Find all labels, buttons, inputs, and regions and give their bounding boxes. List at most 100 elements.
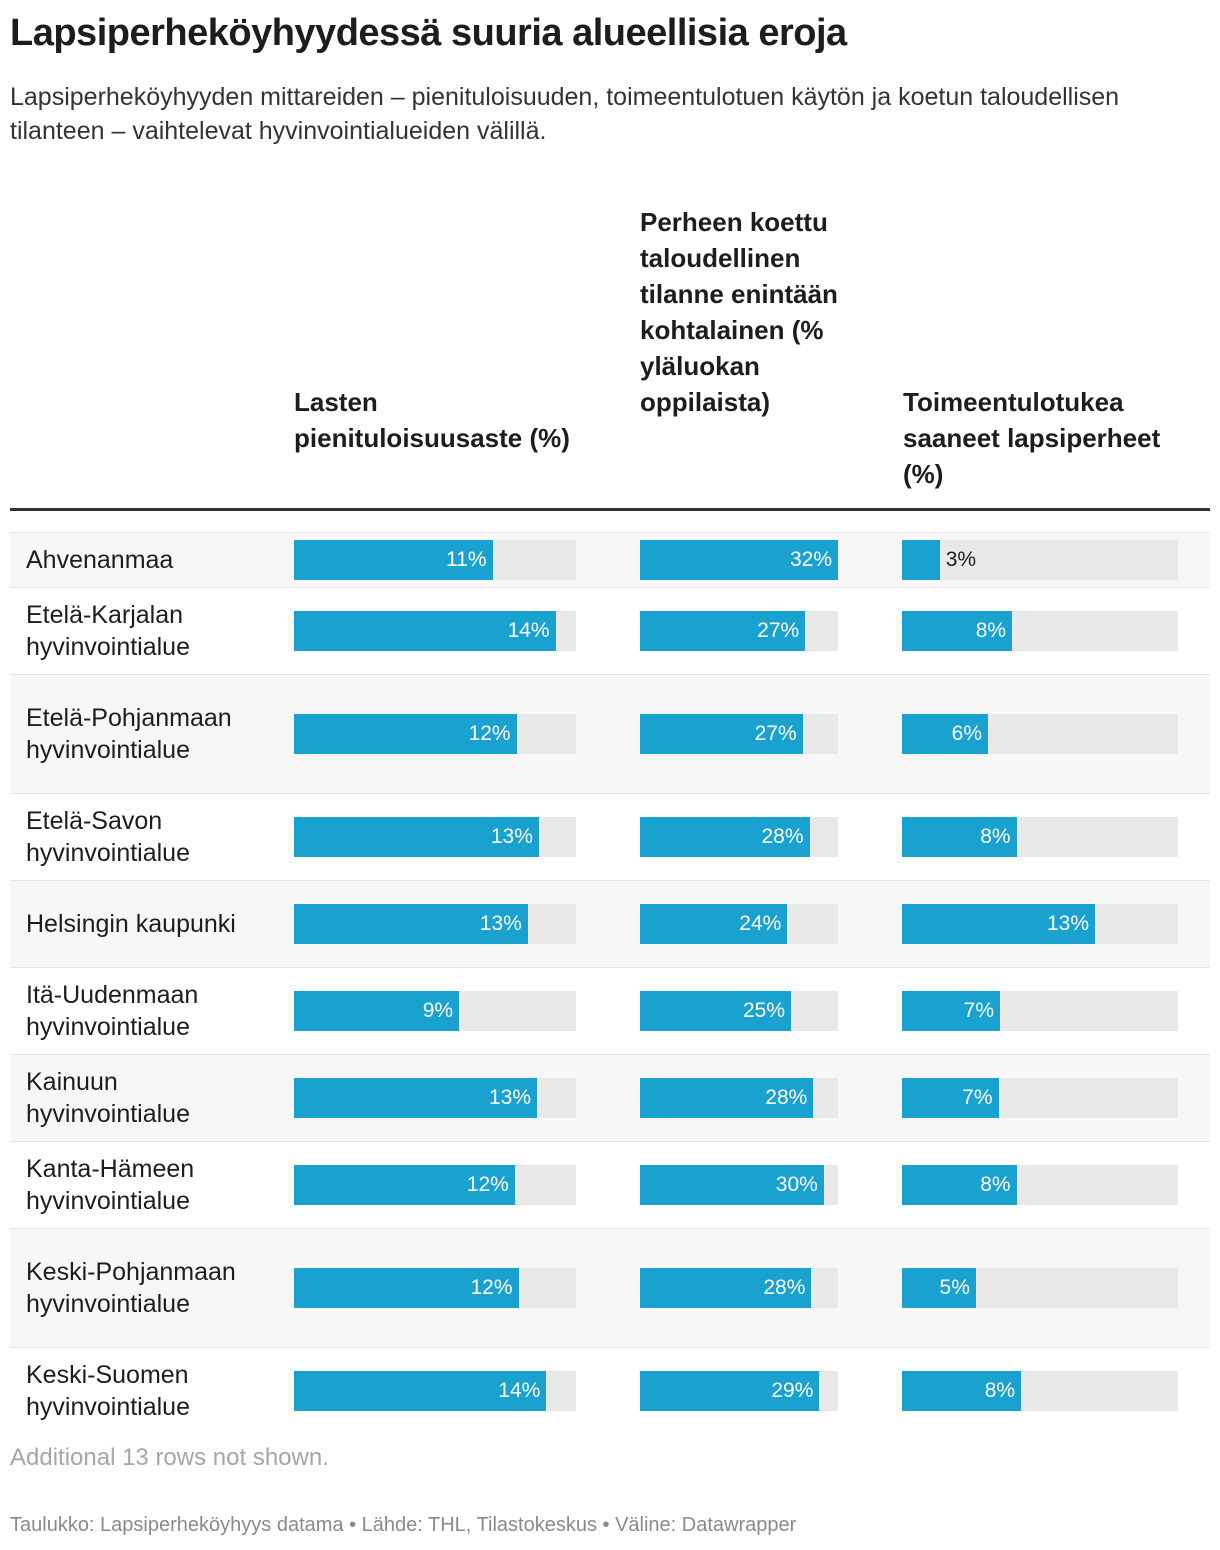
table-row[interactable]: Kainuun hyvinvointialue 13% 28% 7%	[10, 1054, 1210, 1141]
table-row[interactable]: Etelä-Savon hyvinvointialue 13% 28% 8%	[10, 793, 1210, 880]
header-divider	[10, 508, 1210, 511]
chart-subtitle: Lapsiperheköyhyyden mittareiden – pienit…	[10, 83, 1120, 145]
value-label-low-income: 13%	[490, 825, 533, 848]
value-label-income-support: 7%	[962, 1086, 993, 1109]
bar-perceived-finances	[640, 611, 806, 651]
bar-track-income-support: 7%	[902, 991, 1178, 1031]
value-label-income-support: 8%	[980, 1173, 1011, 1196]
table-row[interactable]: Keski-Pohjanmaan hyvinvointialue 12% 28% 5%	[10, 1228, 1210, 1347]
bar-track-low-income: 9%	[294, 991, 576, 1031]
bar-track-perceived-finances: 28%	[640, 1268, 838, 1308]
table-row[interactable]: Itä-Uudenmaan hyvinvointialue 9% 25% 7%	[10, 967, 1210, 1054]
bar-track-income-support: 8%	[902, 1165, 1178, 1205]
value-label-perceived-finances: 25%	[742, 999, 785, 1022]
table-row[interactable]: Etelä-Karjalan hyvinvointialue 14% 27% 8%	[10, 587, 1210, 674]
bar-track-income-support: 8%	[902, 1371, 1178, 1411]
value-label-perceived-finances: 27%	[754, 722, 797, 745]
bar-perceived-finances	[640, 904, 788, 944]
bar-track-low-income: 13%	[294, 1078, 576, 1118]
bar-perceived-finances	[640, 1371, 820, 1411]
value-label-perceived-finances: 29%	[771, 1379, 814, 1402]
column-header-income-support[interactable]: Toimeentulotukea saaneet lapsiperheet (%…	[903, 387, 1161, 489]
bar-track-low-income: 13%	[294, 817, 576, 857]
bar-perceived-finances	[640, 540, 838, 580]
chart-title: Lapsiperheköyhyydessä suuria alueellisia…	[10, 12, 847, 54]
column-header-perceived-finances[interactable]: Perheen koettu taloudellinen tilanne eni…	[640, 207, 838, 417]
bar-track-low-income: 12%	[294, 1268, 576, 1308]
row-label: Helsingin kaupunki	[26, 910, 236, 938]
bar-track-income-support: 5%	[902, 1268, 1178, 1308]
bar-income-support	[902, 540, 940, 580]
bar-track-perceived-finances: 27%	[640, 611, 838, 651]
chart-source: Taulukko: Lapsiperheköyhyys datama • Läh…	[10, 1514, 797, 1536]
bar-track-perceived-finances: 30%	[640, 1165, 838, 1205]
row-label: Itä-Uudenmaan hyvinvointialue	[26, 981, 199, 1041]
value-label-perceived-finances: 27%	[757, 619, 800, 642]
bar-track-perceived-finances: 25%	[640, 991, 838, 1031]
bar-income-support	[902, 1078, 999, 1118]
bar-income-support	[902, 1165, 1017, 1205]
value-label-low-income: 14%	[498, 1379, 541, 1402]
table-row[interactable]: Helsingin kaupunki 13% 24% 13%	[10, 880, 1210, 967]
bar-track-low-income: 12%	[294, 1165, 576, 1205]
bar-income-support	[902, 1268, 976, 1308]
bar-income-support	[902, 817, 1017, 857]
value-label-perceived-finances: 28%	[761, 825, 804, 848]
column-header-low-income[interactable]: Lasten pienituloisuusaste (%)	[294, 387, 570, 453]
row-label: Kanta-Hämeen hyvinvointialue	[26, 1155, 195, 1215]
bar-income-support	[902, 611, 1013, 651]
value-label-income-support: 8%	[975, 619, 1007, 642]
bar-perceived-finances	[640, 1165, 824, 1205]
bar-perceived-finances	[640, 991, 791, 1031]
value-label-income-support: 5%	[939, 1276, 970, 1299]
bar-low-income	[294, 1371, 547, 1411]
value-label-perceived-finances: 28%	[765, 1086, 808, 1109]
value-label-low-income: 12%	[466, 1173, 509, 1196]
bar-income-support	[902, 904, 1095, 944]
bar-track-perceived-finances: 29%	[640, 1371, 838, 1411]
bar-low-income	[294, 714, 517, 754]
value-label-income-support: 8%	[980, 825, 1011, 848]
bar-track-perceived-finances: 24%	[640, 904, 838, 944]
bar-track-income-support: 8%	[902, 611, 1178, 651]
bar-track-income-support: 3%	[902, 540, 1178, 580]
row-label: Etelä-Savon hyvinvointialue	[26, 807, 190, 867]
value-label-perceived-finances: 28%	[763, 1276, 806, 1299]
value-label-low-income: 9%	[422, 999, 454, 1022]
bar-low-income	[294, 1078, 537, 1118]
table-row[interactable]: Ahvenanmaa 11% 32% 3%	[10, 532, 1210, 587]
value-label-income-support: 7%	[963, 999, 994, 1022]
bar-track-low-income: 14%	[294, 1371, 576, 1411]
value-label-low-income: 12%	[468, 722, 511, 745]
table-row[interactable]: Etelä-Pohjanmaan hyvinvointialue 12% 27% 6%	[10, 674, 1210, 793]
bar-track-low-income: 14%	[294, 611, 576, 651]
rows-not-shown-note: Additional 13 rows not shown.	[10, 1444, 329, 1471]
bar-low-income	[294, 540, 493, 580]
table-row[interactable]: Keski-Suomen hyvinvointialue 14% 29% 8%	[10, 1347, 1210, 1434]
bar-low-income	[294, 1165, 515, 1205]
bar-perceived-finances	[640, 1268, 812, 1308]
bar-low-income	[294, 1268, 519, 1308]
bar-track-perceived-finances: 32%	[640, 540, 838, 580]
bar-perceived-finances	[640, 714, 803, 754]
bar-track-low-income: 13%	[294, 904, 576, 944]
table-row[interactable]: Kanta-Hämeen hyvinvointialue 12% 30% 8%	[10, 1141, 1210, 1228]
bar-low-income	[294, 904, 528, 944]
bar-track-low-income: 12%	[294, 714, 576, 754]
bar-track-income-support: 13%	[902, 904, 1178, 944]
row-label: Kainuun hyvinvointialue	[26, 1068, 190, 1128]
table-body: Ahvenanmaa 11% 32% 3% Etelä-Karjalan hyvinvo…	[10, 532, 1210, 1434]
bar-track-low-income: 11%	[294, 540, 576, 580]
bar-track-income-support: 7%	[902, 1078, 1178, 1118]
value-label-low-income: 11%	[446, 548, 487, 571]
value-label-income-support: 13%	[1046, 912, 1089, 935]
row-label: Etelä-Pohjanmaan hyvinvointialue	[26, 704, 232, 764]
value-label-low-income: 14%	[507, 619, 550, 642]
bar-low-income	[294, 817, 539, 857]
bar-track-perceived-finances: 27%	[640, 714, 838, 754]
bar-income-support	[902, 991, 1000, 1031]
value-label-perceived-finances: 32%	[789, 548, 832, 571]
bar-low-income	[294, 991, 460, 1031]
value-label-low-income: 12%	[470, 1276, 513, 1299]
bar-perceived-finances	[640, 1078, 814, 1118]
